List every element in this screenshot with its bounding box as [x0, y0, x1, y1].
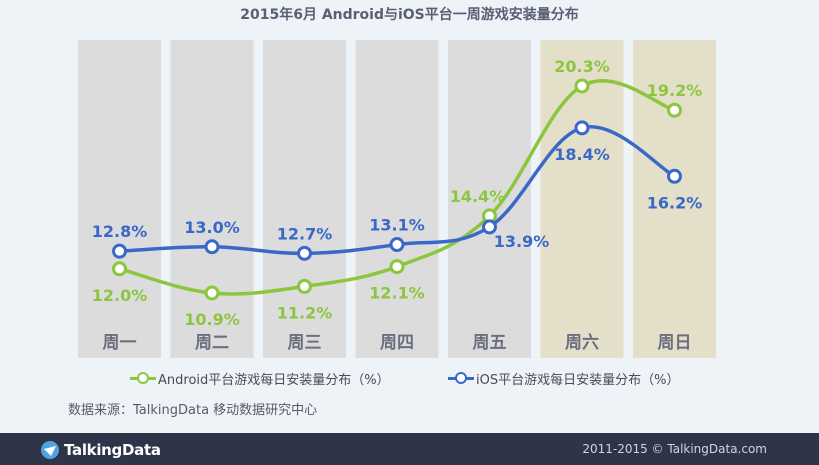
- brand-logo[interactable]: TalkingData: [40, 440, 161, 460]
- data-label: 18.4%: [554, 145, 610, 164]
- day-column: [78, 40, 161, 358]
- data-label: 12.8%: [92, 222, 148, 241]
- data-point: [112, 261, 127, 277]
- x-tick-label: 周五: [473, 333, 507, 353]
- footer-bar: TalkingData 2011-2015 © TalkingData.com: [0, 433, 819, 465]
- data-label: 12.7%: [277, 224, 333, 243]
- data-label: 12.1%: [369, 284, 425, 303]
- legend-ios: iOS平台游戏每日安装量分布（%）: [448, 368, 679, 388]
- data-label: 14.4%: [450, 187, 506, 206]
- data-point: [667, 102, 682, 118]
- day-column: [633, 40, 716, 358]
- talkingdata-logo-icon: [41, 441, 59, 459]
- brand-name: TalkingData: [64, 441, 161, 459]
- x-tick-label: 周一: [103, 333, 137, 353]
- data-label: 16.2%: [647, 193, 703, 212]
- data-point: [482, 219, 497, 235]
- data-point: [112, 243, 127, 259]
- data-label: 19.2%: [647, 81, 703, 100]
- x-tick-label: 周六: [565, 332, 599, 353]
- day-column: [170, 40, 254, 358]
- day-column: [263, 40, 346, 358]
- copyright-text: 2011-2015 © TalkingData.com: [582, 442, 767, 456]
- x-tick-label: 周日: [658, 333, 692, 353]
- data-point: [204, 239, 220, 255]
- data-point: [667, 168, 682, 184]
- x-tick-label: 周三: [288, 333, 322, 353]
- data-point: [204, 285, 220, 301]
- data-label: 11.2%: [277, 303, 333, 322]
- data-label: 12.0%: [92, 286, 148, 305]
- data-point: [297, 245, 312, 261]
- legend-ios-label: iOS平台游戏每日安装量分布（%）: [476, 372, 680, 388]
- data-label: 13.9%: [494, 232, 550, 251]
- source-note: 数据来源：TalkingData 移动数据研究中心: [68, 403, 318, 418]
- legend-android: Android平台游戏每日安装量分布（%）: [130, 368, 390, 388]
- x-tick-label: 周四: [380, 333, 414, 353]
- legend-android-swatch: [130, 372, 156, 384]
- data-point: [389, 259, 405, 275]
- data-label: 13.1%: [369, 216, 425, 235]
- data-label: 13.0%: [184, 218, 240, 237]
- data-label: 10.9%: [184, 310, 240, 329]
- day-column: [355, 40, 439, 358]
- data-point: [389, 237, 405, 253]
- data-point: [574, 120, 590, 136]
- data-point: [574, 78, 590, 94]
- data-point: [297, 278, 312, 294]
- x-tick-label: 周二: [195, 333, 229, 353]
- data-label: 20.3%: [554, 57, 610, 76]
- legend-android-label: Android平台游戏每日安装量分布（%）: [158, 372, 390, 388]
- chart-title: 2015年6月 Android与iOS平台一周游戏安装量分布: [240, 7, 579, 23]
- legend-ios-swatch: [448, 372, 474, 384]
